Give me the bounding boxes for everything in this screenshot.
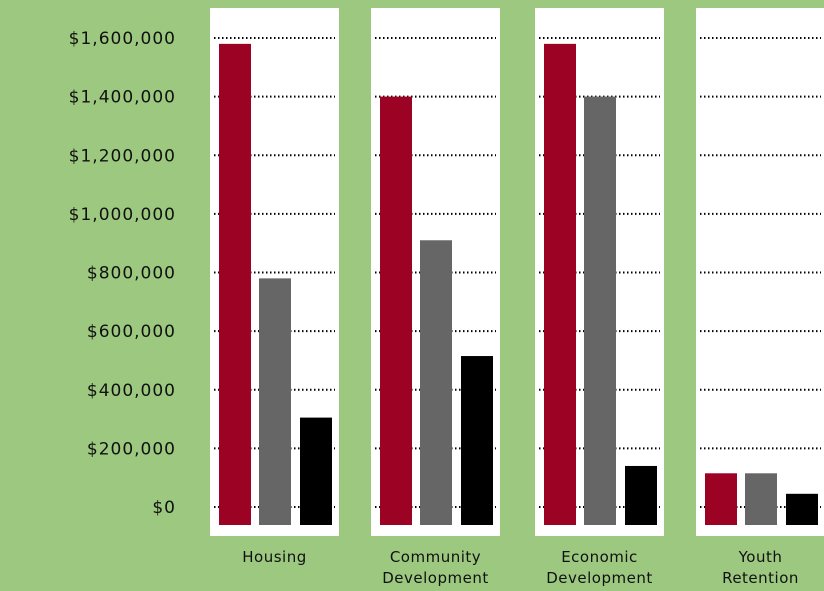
- bar: [420, 240, 452, 525]
- y-tick-label: $0: [152, 498, 176, 518]
- y-tick-label: $600,000: [87, 322, 176, 342]
- y-tick-label: $800,000: [87, 264, 176, 284]
- bar: [300, 417, 332, 525]
- bar: [625, 465, 657, 525]
- y-tick-label: $200,000: [87, 439, 176, 459]
- bar: [584, 96, 616, 525]
- x-category-label: Housing: [242, 548, 306, 566]
- y-tick-label: $1,400,000: [69, 88, 176, 108]
- y-axis-tick-labels: $0 $200,000 $400,000 $600,000 $800,000 $1,000…: [69, 29, 176, 518]
- bar: [259, 278, 291, 525]
- x-category-label: Community Development: [382, 548, 488, 587]
- bar: [745, 473, 777, 525]
- x-category-label: Youth Retention: [722, 548, 799, 587]
- bar: [380, 96, 412, 525]
- x-axis-category-labels: Housing Community Development Economic Devel…: [242, 548, 799, 587]
- y-tick-label: $1,000,000: [69, 205, 176, 225]
- bar: [544, 43, 576, 526]
- bars: [219, 43, 818, 526]
- y-tick-label: $1,200,000: [69, 146, 176, 166]
- bar: [705, 473, 737, 525]
- bar: [786, 493, 818, 525]
- y-tick-label: $1,600,000: [69, 29, 176, 49]
- bar: [219, 43, 251, 526]
- x-category-label: Economic Development: [546, 548, 652, 587]
- bar: [461, 356, 493, 525]
- y-tick-label: $400,000: [87, 381, 176, 401]
